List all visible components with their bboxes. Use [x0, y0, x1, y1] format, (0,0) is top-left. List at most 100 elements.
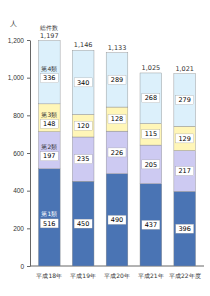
label-box: [176, 166, 194, 175]
bar-segment: [38, 41, 60, 104]
y-tick-mark: [27, 153, 30, 154]
y-tick-mark: [27, 78, 30, 79]
label-box: [176, 95, 194, 104]
data-label: 450: [77, 220, 89, 228]
data-label: 226: [111, 149, 123, 157]
data-label: 128: [111, 115, 123, 123]
data-label: 148: [43, 120, 55, 128]
y-tick: 1,000: [8, 74, 30, 81]
data-label: 235: [77, 155, 89, 163]
data-label: 115: [145, 130, 157, 138]
bar-segment: [140, 123, 162, 145]
total-label: 1,133: [108, 44, 127, 52]
data-label: 197: [43, 152, 55, 160]
total-label: 1,197: [40, 32, 59, 40]
data-label: 289: [111, 76, 123, 84]
bar-segment: [174, 151, 196, 192]
total-label: 1,146: [74, 41, 93, 49]
y-tick: 200: [13, 225, 30, 232]
label-box: [108, 75, 126, 84]
label-box: [74, 78, 92, 87]
bar-segment: [72, 50, 94, 114]
data-label: 205: [145, 161, 157, 169]
bar-segment: [72, 114, 94, 137]
label-box: [40, 74, 58, 83]
bars: [38, 41, 195, 266]
bar-segment: [38, 104, 60, 132]
y-tick-label: 0: [20, 263, 24, 270]
data-label: 120: [77, 122, 89, 130]
label-box: [142, 130, 160, 139]
bar-segment: [106, 107, 128, 131]
y-tick-mark: [27, 266, 30, 267]
label-box: [108, 148, 126, 157]
y-tick-label: 1,200: [8, 37, 25, 44]
data-label: 279: [178, 96, 190, 104]
label-box: [40, 152, 58, 161]
y-tick-label: 600: [13, 150, 24, 157]
label-box: [108, 215, 126, 224]
label-box: [176, 134, 194, 143]
label-box: [108, 115, 126, 124]
y-tick: 0: [20, 263, 30, 270]
label-box: [74, 155, 92, 164]
label-box: [142, 160, 160, 169]
data-label: 437: [145, 221, 157, 229]
total-label: 1,025: [142, 64, 161, 72]
bar-segment: [174, 191, 196, 266]
labels: 516 第1類 450 490 437 396 197 第2類 235 226 205 217 148 第…: [39, 24, 194, 234]
label-box: [40, 219, 58, 228]
series-name: 第4類: [41, 65, 57, 72]
bar-segment: [72, 181, 94, 266]
y-tick: 400: [13, 187, 30, 194]
bar-segment: [140, 145, 162, 184]
bar-segment: [174, 126, 196, 150]
series-name: 第3類: [41, 111, 57, 118]
bar-segment: [106, 174, 128, 266]
data-label: 396: [178, 225, 190, 233]
total-label: 1,021: [175, 65, 194, 73]
label-box: [142, 94, 160, 103]
label-box: [142, 220, 160, 229]
y-tick-mark: [27, 228, 30, 229]
bar-segment: [140, 184, 162, 266]
bar-segment: [106, 131, 128, 174]
bar-segment: [106, 53, 128, 107]
y-tick-label: 1,000: [8, 74, 25, 81]
x-tick-label: 平成18年: [36, 272, 62, 279]
bar-segment: [174, 74, 196, 127]
y-tick-label: 800: [13, 112, 24, 119]
label-box: [74, 121, 92, 130]
bar-segment: [38, 132, 60, 169]
total-title: 総件数: [39, 24, 58, 31]
data-label: 217: [178, 167, 190, 175]
bar-segment: [140, 73, 162, 123]
x-tick-label: 平成22年度: [169, 272, 201, 279]
x-tick-label: 平成19年: [70, 272, 96, 279]
x-tick-label: 平成20年: [104, 272, 130, 279]
y-tick: 800: [13, 112, 30, 119]
series-name: 第1類: [41, 210, 57, 217]
y-axis-line: [30, 41, 31, 267]
chart: 0 200 400 600 800 1,000 1,200 人 516 第1類 450 490 437 3…: [0, 0, 210, 296]
y-tick-mark: [27, 191, 30, 192]
data-label: 268: [145, 94, 157, 102]
data-label: 340: [77, 79, 89, 87]
y-tick: 1,200: [8, 37, 30, 44]
bar-segment: [72, 137, 94, 181]
label-box: [176, 224, 194, 233]
y-tick-label: 200: [13, 225, 24, 232]
y-axis-title: 人: [10, 20, 17, 28]
x-tick-label: 平成21年: [138, 272, 164, 279]
y-tick-label: 400: [13, 187, 24, 194]
y-tick: 600: [13, 150, 30, 157]
data-label: 490: [111, 216, 123, 224]
label-box: [40, 119, 58, 128]
data-label: 516: [43, 220, 55, 228]
label-box: [74, 219, 92, 228]
y-axis: 0 200 400 600 800 1,000 1,200: [8, 37, 31, 270]
bar-segment: [38, 169, 60, 266]
y-tick-mark: [27, 115, 30, 116]
series-name: 第2類: [41, 143, 57, 150]
y-tick-mark: [27, 40, 30, 41]
